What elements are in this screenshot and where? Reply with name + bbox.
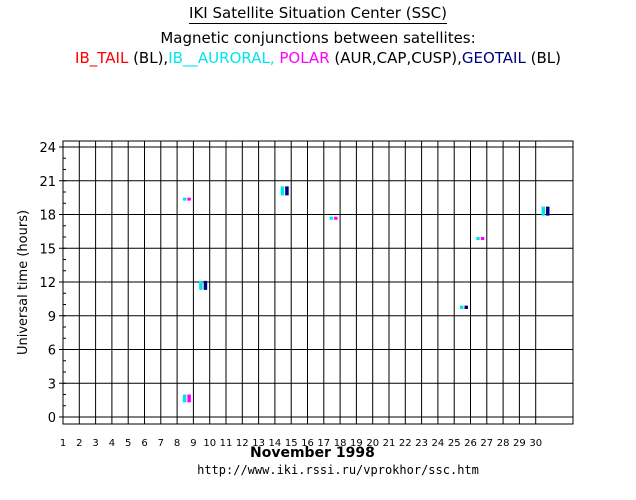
conjunction-bar-ib-auroral — [459, 305, 464, 309]
x-tick-label: 13 — [252, 438, 265, 449]
x-tick-label: 19 — [350, 438, 363, 449]
satellite-legend: IB_TAIL (BL),IB__AURORAL, POLAR (AUR,CAP… — [0, 49, 636, 67]
x-tick-label: 27 — [480, 438, 493, 449]
y-axis-label: Universal time (hours) — [16, 210, 31, 355]
y-tick-label: 3 — [48, 377, 56, 392]
page-title-text: IKI Satellite Situation Center (SSC) — [189, 4, 447, 24]
y-tick-label: 18 — [39, 209, 56, 224]
x-tick-label: 7 — [158, 438, 164, 449]
y-tick-label: 24 — [39, 141, 56, 156]
conjunction-mark — [280, 186, 289, 196]
y-tick-label: 0 — [48, 411, 56, 426]
conjunction-mark — [182, 197, 191, 201]
conjunction-bar-ib-auroral — [280, 186, 285, 196]
x-tick-label: 17 — [317, 438, 330, 449]
x-tick-label: 12 — [236, 438, 249, 449]
chart-subtitle: Magnetic conjunctions between satellites… — [160, 29, 476, 47]
x-tick-label: 8 — [174, 438, 180, 449]
legend-segment: (BL), — [128, 49, 169, 67]
legend-segment: IB__AURORAL, — [168, 49, 275, 67]
legend-segment: IB_TAIL — [75, 49, 129, 67]
y-tick-label: 9 — [48, 310, 56, 325]
x-tick-label: 10 — [203, 438, 216, 449]
x-tick-label: 15 — [285, 438, 298, 449]
x-tick-label: 14 — [269, 438, 282, 449]
y-tick-label: 15 — [39, 242, 56, 257]
x-tick-label: 30 — [529, 438, 542, 449]
x-tick-label: 21 — [383, 438, 396, 449]
conjunction-bar-polar — [480, 237, 485, 240]
x-tick-label: 1 — [60, 438, 66, 449]
x-tick-label: 29 — [513, 438, 526, 449]
conjunction-mark — [199, 280, 208, 290]
conjunction-mark — [476, 237, 485, 240]
x-tick-label: 25 — [448, 438, 461, 449]
conjunction-bar-ib-auroral — [329, 216, 334, 220]
y-tick-label: 21 — [39, 175, 56, 190]
x-tick-label: 20 — [366, 438, 379, 449]
y-tick-label: 12 — [39, 276, 56, 291]
conjunction-bar-geotail — [545, 206, 550, 216]
legend-segment: (AUR,CAP,CUSP), — [329, 49, 462, 67]
conjunction-bar-geotail — [285, 186, 289, 196]
conjunction-bar-ib-auroral — [476, 237, 480, 240]
x-tick-label: 5 — [125, 438, 131, 449]
x-tick-label: 3 — [92, 438, 98, 449]
month-label: November 1998 — [250, 445, 375, 461]
conjunction-bar-geotail — [464, 305, 468, 309]
conjunction-bar-ib-auroral — [199, 280, 203, 290]
conjunction-mark — [459, 305, 468, 309]
conjunction-bar-ib-auroral — [541, 206, 545, 216]
conjunction-bar-ib-auroral — [182, 197, 187, 201]
legend-segment: (BL) — [525, 49, 561, 67]
x-tick-label: 18 — [334, 438, 347, 449]
conjunction-bar-geotail — [203, 280, 208, 290]
x-tick-label: 6 — [141, 438, 147, 449]
x-tick-label: 9 — [190, 438, 196, 449]
conjunction-mark — [541, 206, 550, 216]
x-tick-label: 24 — [432, 438, 445, 449]
conjunction-bar-polar — [187, 394, 191, 403]
conjunction-bar-polar — [334, 216, 338, 220]
conjunction-mark — [182, 394, 191, 403]
x-tick-label: 23 — [415, 438, 428, 449]
x-tick-label: 2 — [76, 438, 82, 449]
x-tick-label: 22 — [399, 438, 412, 449]
x-tick-label: 11 — [220, 438, 233, 449]
page-title: IKI Satellite Situation Center (SSC) — [0, 4, 636, 24]
conjunction-mark — [329, 216, 338, 220]
conjunction-bar-polar — [187, 197, 191, 201]
x-tick-label: 26 — [464, 438, 477, 449]
source-url: http://www.iki.rssi.ru/vprokhor/ssc.htm — [197, 463, 479, 477]
x-tick-label: 28 — [497, 438, 510, 449]
x-tick-label: 16 — [301, 438, 314, 449]
legend-segment: GEOTAIL — [461, 49, 526, 67]
conjunction-bar-ib-auroral — [182, 394, 187, 403]
x-tick-label: 4 — [109, 438, 115, 449]
y-tick-label: 6 — [48, 344, 56, 359]
legend-segment: POLAR — [279, 49, 330, 67]
